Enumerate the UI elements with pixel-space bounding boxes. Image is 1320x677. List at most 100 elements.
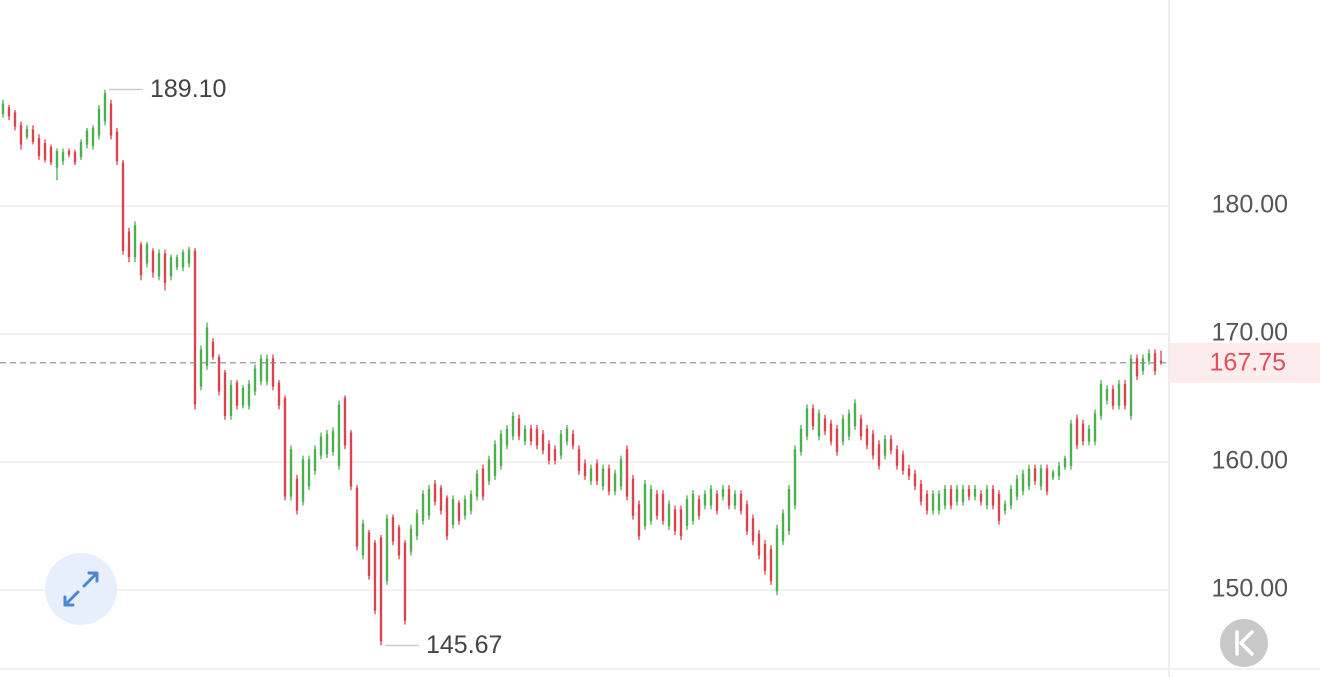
body [685,499,689,527]
y-tick-label: 160.00 [1212,447,1288,475]
body [535,428,539,446]
body [1063,458,1067,468]
body [949,488,953,506]
body [613,473,617,492]
body [901,454,905,471]
body [1117,383,1121,406]
expand-button[interactable] [45,553,117,625]
body [259,358,263,382]
body [919,483,923,502]
body [1039,468,1043,487]
expand-icon [63,571,99,607]
body [865,428,869,446]
body [703,494,707,506]
body [625,449,629,497]
body [691,494,695,521]
bars [1,89,1163,646]
body [907,468,911,477]
body [169,257,173,277]
body [79,141,83,158]
body [1009,488,1013,506]
body [511,415,515,437]
body [247,383,251,406]
body [427,488,431,516]
body [277,382,281,406]
body [367,532,371,576]
body [1069,423,1073,466]
overlay: 167.75 189.10 145.67 [0,75,1320,659]
body [655,494,659,516]
body [409,528,413,552]
body [445,497,449,537]
body [697,499,701,516]
body [385,518,389,582]
body [319,436,323,456]
body [895,449,899,466]
body [853,403,857,427]
k-button[interactable] [1220,619,1268,667]
body [229,385,233,416]
body [847,413,851,437]
body [775,528,779,592]
body [637,504,641,537]
body [61,152,65,162]
body [841,418,845,442]
body [487,459,491,482]
body [217,357,221,392]
body [463,499,467,516]
body [859,418,863,437]
body [547,444,551,461]
body [757,533,761,556]
body [355,487,359,547]
body [451,499,455,525]
expand-button-bg [45,553,117,625]
body [589,468,593,482]
y-tick-label: 150.00 [1212,575,1288,603]
body [523,428,527,442]
body [709,488,713,506]
body [73,152,77,163]
body [397,527,401,556]
body [793,449,797,506]
body [19,125,23,145]
body [961,488,965,502]
body [91,127,95,146]
y-tick-label: 170.00 [1212,319,1288,347]
body [439,487,443,511]
body [49,147,53,163]
body [469,494,473,511]
body [67,150,71,155]
body [97,108,101,136]
body [571,433,575,446]
body [283,398,287,497]
body [205,327,209,367]
body [985,488,989,506]
body [955,488,959,502]
body [1081,423,1085,442]
body [937,494,941,511]
body [787,488,791,532]
body [331,431,335,452]
body [391,517,395,542]
y-tick-label: 180.00 [1212,191,1288,219]
body [253,368,257,392]
body [721,488,725,497]
body [1057,465,1061,477]
body [715,494,719,511]
body [739,494,743,511]
body [373,542,377,611]
body [265,358,269,382]
body [1087,428,1091,442]
body [883,438,887,456]
body [175,257,179,268]
body [235,382,239,406]
body [667,504,671,527]
body [763,543,767,571]
body [403,542,407,621]
body [223,372,227,416]
body [181,252,185,268]
body [115,131,119,162]
body [7,107,11,117]
body [163,253,167,283]
